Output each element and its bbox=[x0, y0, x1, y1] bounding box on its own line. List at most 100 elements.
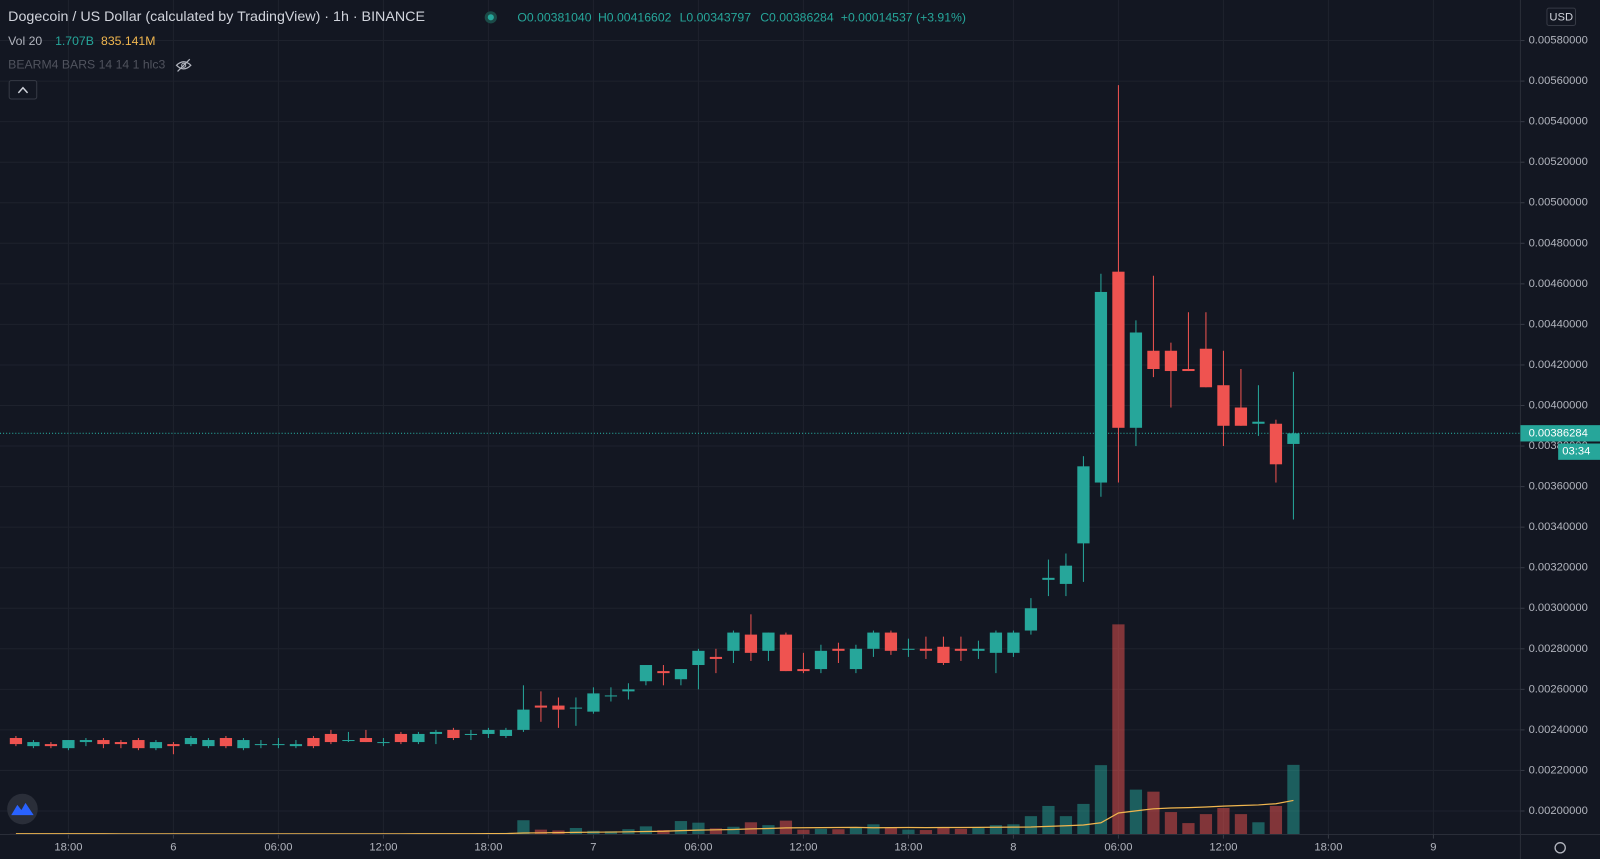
logo-mark bbox=[11, 802, 34, 816]
collapse-icon bbox=[17, 86, 29, 94]
candle-body bbox=[464, 733, 478, 735]
volume-bar bbox=[1129, 789, 1143, 835]
y-tick-label: 0.00240000 bbox=[1529, 724, 1588, 736]
y-tick-label: 0.00400000 bbox=[1529, 399, 1588, 411]
candle-body bbox=[1199, 348, 1213, 388]
y-tick-label: 0.00280000 bbox=[1529, 643, 1588, 655]
x-tick-label: 8 bbox=[1010, 842, 1016, 854]
volume-bar bbox=[517, 820, 530, 835]
candle-body bbox=[219, 738, 233, 747]
volume-bar bbox=[1199, 814, 1213, 835]
volume-bar bbox=[1094, 765, 1108, 835]
candle-body bbox=[797, 669, 810, 672]
candle-body bbox=[289, 744, 303, 747]
collapse-button[interactable] bbox=[8, 80, 38, 100]
candle-body bbox=[919, 648, 933, 651]
ohlc-label: L0.00343797 bbox=[680, 11, 752, 25]
y-tick-label: 0.00320000 bbox=[1529, 562, 1588, 574]
volume-bar bbox=[534, 829, 548, 835]
candle-body bbox=[1024, 608, 1038, 631]
candle-body bbox=[1059, 565, 1073, 584]
x-tick-label: 06:00 bbox=[1104, 842, 1132, 854]
y-tick-label: 0.00420000 bbox=[1529, 359, 1588, 371]
candle-body bbox=[1182, 369, 1195, 372]
y-tick-label: 0.00540000 bbox=[1529, 116, 1588, 128]
candle-body bbox=[184, 738, 198, 745]
candle-body bbox=[1217, 385, 1230, 426]
candle-body bbox=[499, 729, 513, 736]
volume-bar bbox=[814, 828, 828, 835]
y-tick-label: 0.00460000 bbox=[1529, 278, 1588, 290]
last-price-label: 0.00386284 bbox=[1529, 427, 1588, 439]
candle-body bbox=[1042, 577, 1055, 580]
volume-bar bbox=[937, 827, 950, 835]
x-tick-label: 06:00 bbox=[684, 842, 712, 854]
candle-body bbox=[587, 693, 600, 712]
volume-bar bbox=[1147, 791, 1160, 835]
candle-body bbox=[884, 632, 898, 651]
volume-bar bbox=[832, 829, 845, 835]
y-tick-label: 0.00300000 bbox=[1529, 602, 1588, 614]
volume-bar bbox=[1252, 822, 1265, 835]
volume-bar bbox=[989, 825, 1003, 835]
volume-label: Vol 20 bbox=[8, 34, 42, 48]
candle-body bbox=[237, 740, 250, 749]
x-tick-label: 12:00 bbox=[369, 842, 397, 854]
x-tick-label: 9 bbox=[1430, 842, 1436, 854]
volume-bar bbox=[674, 821, 688, 835]
volume-bar bbox=[1217, 807, 1230, 835]
y-tick-label: 0.00200000 bbox=[1529, 805, 1588, 817]
x-tick-label: 06:00 bbox=[264, 842, 292, 854]
candle-body bbox=[814, 650, 828, 670]
hide-icon[interactable] bbox=[175, 58, 192, 72]
candle-body bbox=[779, 634, 793, 672]
y-tick-label: 0.00560000 bbox=[1529, 75, 1588, 87]
candle-body bbox=[674, 669, 688, 680]
candle-body bbox=[1007, 632, 1020, 653]
candle-body bbox=[552, 705, 565, 710]
candle-body bbox=[412, 733, 425, 743]
candle-body bbox=[132, 740, 145, 749]
y-tick-label: 0.00520000 bbox=[1529, 156, 1588, 168]
x-tick-label: 7 bbox=[590, 842, 596, 854]
ohlc-label: O0.00381040 bbox=[517, 11, 591, 25]
candle-body bbox=[342, 740, 355, 742]
candle-body bbox=[657, 671, 670, 674]
eye-slash bbox=[177, 58, 191, 72]
settings-icon[interactable] bbox=[1554, 842, 1566, 854]
candle-body bbox=[867, 632, 880, 649]
chart-title: Dogecoin / US Dollar (calculated by Trad… bbox=[8, 9, 425, 25]
candle-body bbox=[1252, 421, 1265, 424]
y-tick-label: 0.00480000 bbox=[1529, 237, 1588, 249]
volume-bar bbox=[1269, 805, 1283, 835]
candle-body bbox=[1129, 332, 1143, 428]
eye-pupil bbox=[181, 62, 187, 68]
candle-body bbox=[9, 738, 23, 745]
y-tick-label: 0.00220000 bbox=[1529, 764, 1588, 776]
candle-body bbox=[1077, 466, 1090, 544]
y-tick-label: 0.00440000 bbox=[1529, 318, 1588, 330]
currency-box[interactable] bbox=[1546, 7, 1577, 27]
volume-bar bbox=[569, 827, 583, 835]
y-tick-label: 0.00340000 bbox=[1529, 521, 1588, 533]
candle-body bbox=[97, 740, 110, 745]
volume-bar bbox=[1112, 624, 1125, 835]
volume-bar bbox=[1287, 764, 1300, 835]
candle-body bbox=[429, 731, 443, 734]
volume-ma-value: 835.141M bbox=[101, 34, 155, 48]
volume-bar bbox=[1077, 803, 1090, 835]
candle-body bbox=[254, 744, 268, 746]
candle-body bbox=[377, 742, 390, 744]
candle-body bbox=[1164, 350, 1178, 372]
candle-body bbox=[167, 744, 180, 747]
candle-body bbox=[447, 729, 460, 739]
volume-bar bbox=[639, 826, 653, 835]
x-tick-label: 6 bbox=[170, 842, 176, 854]
candle-body bbox=[989, 632, 1003, 653]
candle-body bbox=[359, 738, 373, 743]
volume-bar bbox=[762, 825, 775, 835]
candle-body bbox=[1147, 350, 1160, 370]
volume-bar bbox=[727, 826, 740, 835]
